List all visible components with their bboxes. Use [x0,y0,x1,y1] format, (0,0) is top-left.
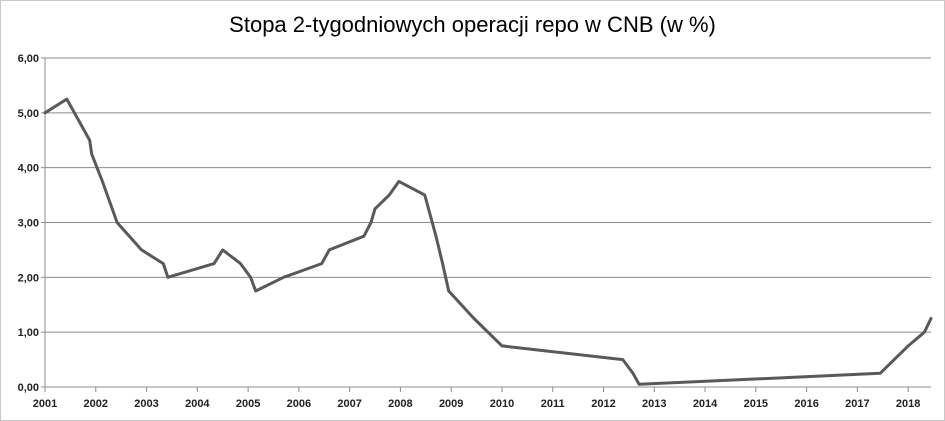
y-tick-label: 6,00 [18,53,39,65]
x-tick-label: 2007 [337,398,361,410]
x-tick-label: 2004 [185,398,210,410]
y-tick-label: 4,00 [18,163,39,175]
x-tick-label: 2010 [490,398,514,410]
x-tick-label: 2018 [896,398,920,410]
x-tick-label: 2013 [642,398,666,410]
x-tick-label: 2015 [744,398,768,410]
y-tick-label: 2,00 [18,272,39,284]
x-tick-label: 2009 [439,398,463,410]
x-tick-label: 2008 [388,398,412,410]
x-tick-label: 2012 [591,398,615,410]
x-tick-label: 2017 [845,398,869,410]
chart-title: Stopa 2-tygodniowych operacji repo w CNB… [229,12,716,37]
y-tick-label: 3,00 [18,218,39,230]
y-tick-label: 0,00 [18,382,39,394]
series-line [43,97,933,386]
x-tick-label: 2011 [541,398,565,410]
x-tick-label: 2005 [236,398,260,410]
x-tick-label: 2001 [33,398,57,410]
y-tick-label: 5,00 [18,108,39,120]
x-tick-label: 2006 [287,398,311,410]
x-tick-label: 2002 [84,398,108,410]
x-tick-label: 2014 [693,398,718,410]
x-tick-label: 2003 [134,398,158,410]
x-tick-label: 2016 [794,398,818,410]
y-tick-label: 1,00 [18,327,39,339]
